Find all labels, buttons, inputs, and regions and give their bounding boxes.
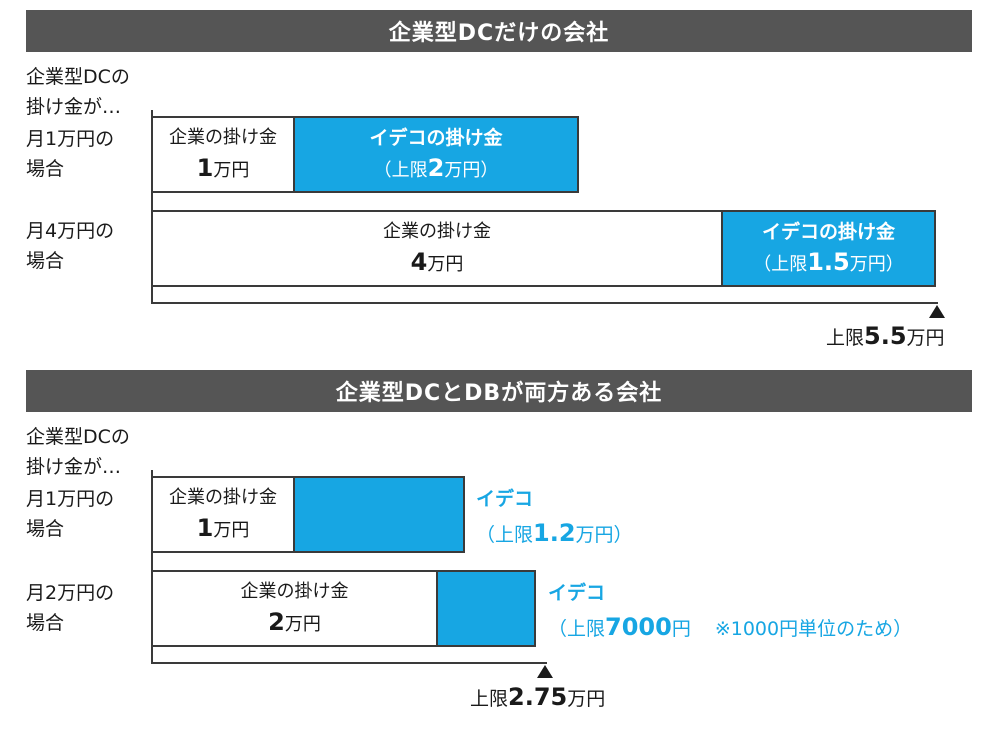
- section1-row1-ideco-open: （上限: [373, 160, 428, 181]
- section2-row1-ideco-title: イデコ: [476, 488, 534, 510]
- section1-row2-company-unit: 万円: [427, 254, 464, 275]
- section1-question: 企業型DCの 掛け金が…: [26, 62, 130, 122]
- section1-row2-company-amount: 4: [410, 248, 428, 276]
- section2-row1-label: 月1万円の 場合: [26, 484, 114, 544]
- section1-question-line1: 企業型DCの: [26, 66, 130, 88]
- section2-question-line1: 企業型DCの: [26, 426, 130, 448]
- section1-row2-ideco-close: 万円）: [849, 254, 904, 275]
- section1-row2-label-line1: 月4万円の: [26, 220, 115, 242]
- section1-row2-label: 月4万円の 場合: [26, 216, 114, 276]
- section1-limit-label: 上限5.5万円: [826, 322, 945, 350]
- section1-row2-label-line2: 場合: [26, 250, 65, 272]
- section2-row2-ideco-amount: 7000: [605, 613, 672, 641]
- section2-row1-company-unit: 万円: [213, 520, 250, 541]
- section2-row2-company-unit: 万円: [284, 614, 321, 635]
- section2-axis-vertical: [151, 470, 153, 664]
- section1-row1-label-line1: 月1万円の: [26, 128, 115, 150]
- section1-row2-company-title: 企業の掛け金: [383, 221, 491, 242]
- section1-limit-amount: 5.5: [864, 322, 907, 350]
- section1-axis-vertical: [151, 110, 153, 304]
- section1-row2-ideco-amount: 1.5: [807, 248, 850, 276]
- section2-row1-ideco-close: 万円）: [575, 524, 633, 546]
- section1-row1-company-amount: 1: [196, 154, 214, 182]
- section1-question-line2: 掛け金が…: [26, 96, 122, 118]
- section1-row2-company-box: 企業の掛け金 4万円: [151, 210, 723, 287]
- section1-row1-ideco-title: イデコの掛け金: [369, 127, 503, 149]
- section2-row1-company-box: 企業の掛け金 1万円: [151, 476, 295, 553]
- section2-question-line2: 掛け金が…: [26, 456, 122, 478]
- section2-limit-label: 上限2.75万円: [470, 683, 605, 711]
- section1-row1-company-unit: 万円: [213, 160, 250, 181]
- section2-limit-prefix: 上限: [470, 688, 509, 710]
- section2-row1-label-line1: 月1万円の: [26, 488, 115, 510]
- section2-row2-ideco-note: ※1000円単位のため）: [714, 618, 913, 640]
- section1-row2-ideco-open: （上限: [753, 254, 808, 275]
- section2-row2-ideco-label: イデコ （上限7000円 ※1000円単位のため）: [548, 576, 912, 646]
- section2-row2-company-title: 企業の掛け金: [240, 581, 349, 602]
- section1-row1-label-line2: 場合: [26, 158, 65, 180]
- section1-row1-ideco-close: 万円）: [444, 160, 499, 181]
- section2-row2-label: 月2万円の 場合: [26, 578, 114, 638]
- section2-row2-label-line2: 場合: [26, 612, 65, 634]
- section2-row1-ideco-label: イデコ （上限1.2万円）: [476, 482, 633, 552]
- section1-row2-ideco-box: イデコの掛け金 （上限1.5万円）: [721, 210, 936, 287]
- section2-row2-ideco-title: イデコ: [548, 582, 606, 604]
- section2-limit-amount: 2.75: [508, 683, 568, 711]
- section1-row1-label: 月1万円の 場合: [26, 124, 114, 184]
- section2-limit-unit: 万円: [567, 688, 606, 710]
- section2-row1-ideco-open: （上限: [476, 524, 534, 546]
- section1-row1-ideco-amount: 2: [427, 154, 445, 182]
- section2-question: 企業型DCの 掛け金が…: [26, 422, 130, 482]
- section1-header: 企業型DCだけの会社: [26, 10, 972, 52]
- section1-axis-horizontal: [151, 302, 938, 304]
- section1-row1-company-box: 企業の掛け金 1万円: [151, 116, 295, 193]
- section2-row2-ideco-box: [436, 570, 536, 647]
- section2-row1-ideco-box: [293, 476, 465, 553]
- section2-row1-label-line2: 場合: [26, 518, 65, 540]
- section2-row2-company-box: 企業の掛け金 2万円: [151, 570, 438, 647]
- section2-limit-marker-icon: [537, 665, 553, 678]
- section2-row2-company-amount: 2: [268, 608, 285, 636]
- section1-row1-company-title: 企業の掛け金: [169, 127, 277, 148]
- section1-row1-ideco-box: イデコの掛け金 （上限2万円）: [293, 116, 579, 193]
- section1-limit-unit: 万円: [906, 327, 945, 349]
- section2-row1-ideco-amount: 1.2: [533, 519, 576, 547]
- section1-limit-marker-icon: [929, 305, 945, 318]
- section2-row1-company-amount: 1: [196, 514, 214, 542]
- section1-limit-prefix: 上限: [826, 327, 865, 349]
- section2-row2-ideco-close: 円: [671, 618, 691, 640]
- section2-row2-ideco-open: （上限: [548, 618, 606, 640]
- section2-header: 企業型DCとDBが両方ある会社: [26, 370, 972, 412]
- section2-row1-company-title: 企業の掛け金: [169, 487, 277, 508]
- section2-axis-horizontal: [151, 662, 547, 664]
- section2-row2-label-line1: 月2万円の: [26, 582, 115, 604]
- section1-row2-ideco-title: イデコの掛け金: [761, 221, 895, 243]
